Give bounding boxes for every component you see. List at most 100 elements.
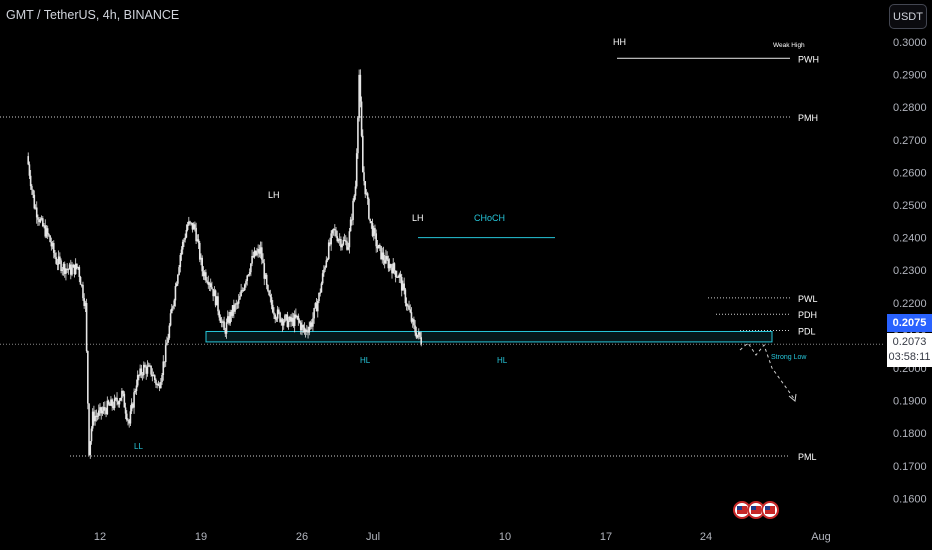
candle-body xyxy=(129,411,132,424)
candle-body xyxy=(70,264,72,275)
candle-body xyxy=(250,263,252,273)
candle-body xyxy=(91,411,94,429)
candle-body xyxy=(298,320,301,323)
candle-body xyxy=(201,257,203,272)
candle-body xyxy=(349,219,352,232)
candle-body xyxy=(226,316,229,323)
candle-body xyxy=(46,228,49,235)
candle-body xyxy=(256,252,258,256)
candle-body xyxy=(262,259,264,264)
candle-body xyxy=(286,314,289,327)
y-tick-label: 0.1900 xyxy=(893,396,927,408)
candle-body xyxy=(370,221,373,224)
candle-body xyxy=(414,325,416,333)
candle-body xyxy=(73,264,76,275)
candle-body xyxy=(302,325,304,328)
candle-body xyxy=(380,246,382,260)
annotation-label: LH xyxy=(268,190,280,200)
candle-body xyxy=(195,227,197,242)
candle-body xyxy=(355,153,358,187)
candle-body xyxy=(218,311,221,318)
candle-body xyxy=(117,401,120,405)
candle-body xyxy=(177,274,179,284)
candle-body xyxy=(134,391,137,393)
candle-body xyxy=(313,308,315,319)
annotation-label: CHoCH xyxy=(474,213,505,223)
candle-body xyxy=(99,407,101,411)
candle-body xyxy=(308,326,311,333)
candle-body xyxy=(220,321,223,323)
candle-body xyxy=(242,289,245,291)
candle-body xyxy=(72,264,75,268)
candle-body xyxy=(366,193,369,199)
annotation-label: Weak High xyxy=(773,42,805,49)
candle-body xyxy=(248,272,251,275)
candle-body xyxy=(327,242,330,259)
candle-body xyxy=(102,407,105,411)
candle-body xyxy=(85,302,88,352)
candle-body xyxy=(164,345,167,363)
candle-body xyxy=(231,305,234,316)
candle-body xyxy=(321,273,324,284)
candle-body xyxy=(168,325,171,338)
annotation-label: LH xyxy=(412,213,424,223)
candle-body xyxy=(402,283,404,291)
candle-body xyxy=(223,321,225,330)
candle-body xyxy=(284,315,286,322)
bar-countdown: 03:58:11 xyxy=(888,351,931,363)
candle-body xyxy=(90,428,93,442)
candle-body xyxy=(52,243,55,253)
candle-body xyxy=(167,337,169,343)
candle-body xyxy=(241,290,244,292)
candle-body xyxy=(306,329,308,332)
candle-body xyxy=(107,400,110,405)
candle-body xyxy=(84,302,87,306)
candle-body xyxy=(170,308,173,314)
candle-body xyxy=(57,256,60,265)
projection-arrowhead xyxy=(788,393,797,402)
currency-button[interactable]: USDT xyxy=(889,4,927,29)
y-tick-label: 0.2800 xyxy=(893,102,927,114)
candle-body xyxy=(112,406,115,408)
candle-body xyxy=(205,272,207,281)
candle-body xyxy=(377,244,380,249)
candle-body xyxy=(309,322,312,327)
candle-body xyxy=(40,218,43,220)
candle-body xyxy=(388,264,391,269)
candle-body xyxy=(31,186,33,190)
x-tick-label: 12 xyxy=(94,531,106,543)
candle-body xyxy=(247,274,250,276)
candle-body xyxy=(87,351,89,404)
candle-body xyxy=(289,316,291,321)
candle-body xyxy=(297,315,300,321)
candle-body xyxy=(169,313,172,326)
candle-body xyxy=(74,263,77,275)
candle-body xyxy=(392,263,395,274)
candle-body xyxy=(141,374,144,376)
candle-body xyxy=(326,258,329,261)
candle-body xyxy=(197,239,200,243)
candle-body xyxy=(382,252,385,261)
candle-body xyxy=(267,284,269,291)
annotation-label: HL xyxy=(497,356,508,365)
candle-body xyxy=(45,228,48,237)
annotation-label: LL xyxy=(134,442,143,451)
candle-body xyxy=(225,322,228,334)
candle-body xyxy=(301,325,303,331)
candle-body xyxy=(178,267,180,275)
candle-body xyxy=(144,364,146,368)
candle-body xyxy=(398,274,401,278)
candle-body xyxy=(156,383,158,385)
candle-body xyxy=(108,404,111,406)
candle-body xyxy=(211,287,213,289)
candle-body xyxy=(404,289,407,304)
candle-body xyxy=(285,314,287,316)
candle-body xyxy=(133,392,135,408)
candle-body xyxy=(399,274,402,278)
candle-body xyxy=(28,164,31,176)
candle-body xyxy=(71,267,73,275)
candle-body xyxy=(274,314,276,320)
candle-body xyxy=(138,375,140,377)
candle-body xyxy=(118,400,121,405)
